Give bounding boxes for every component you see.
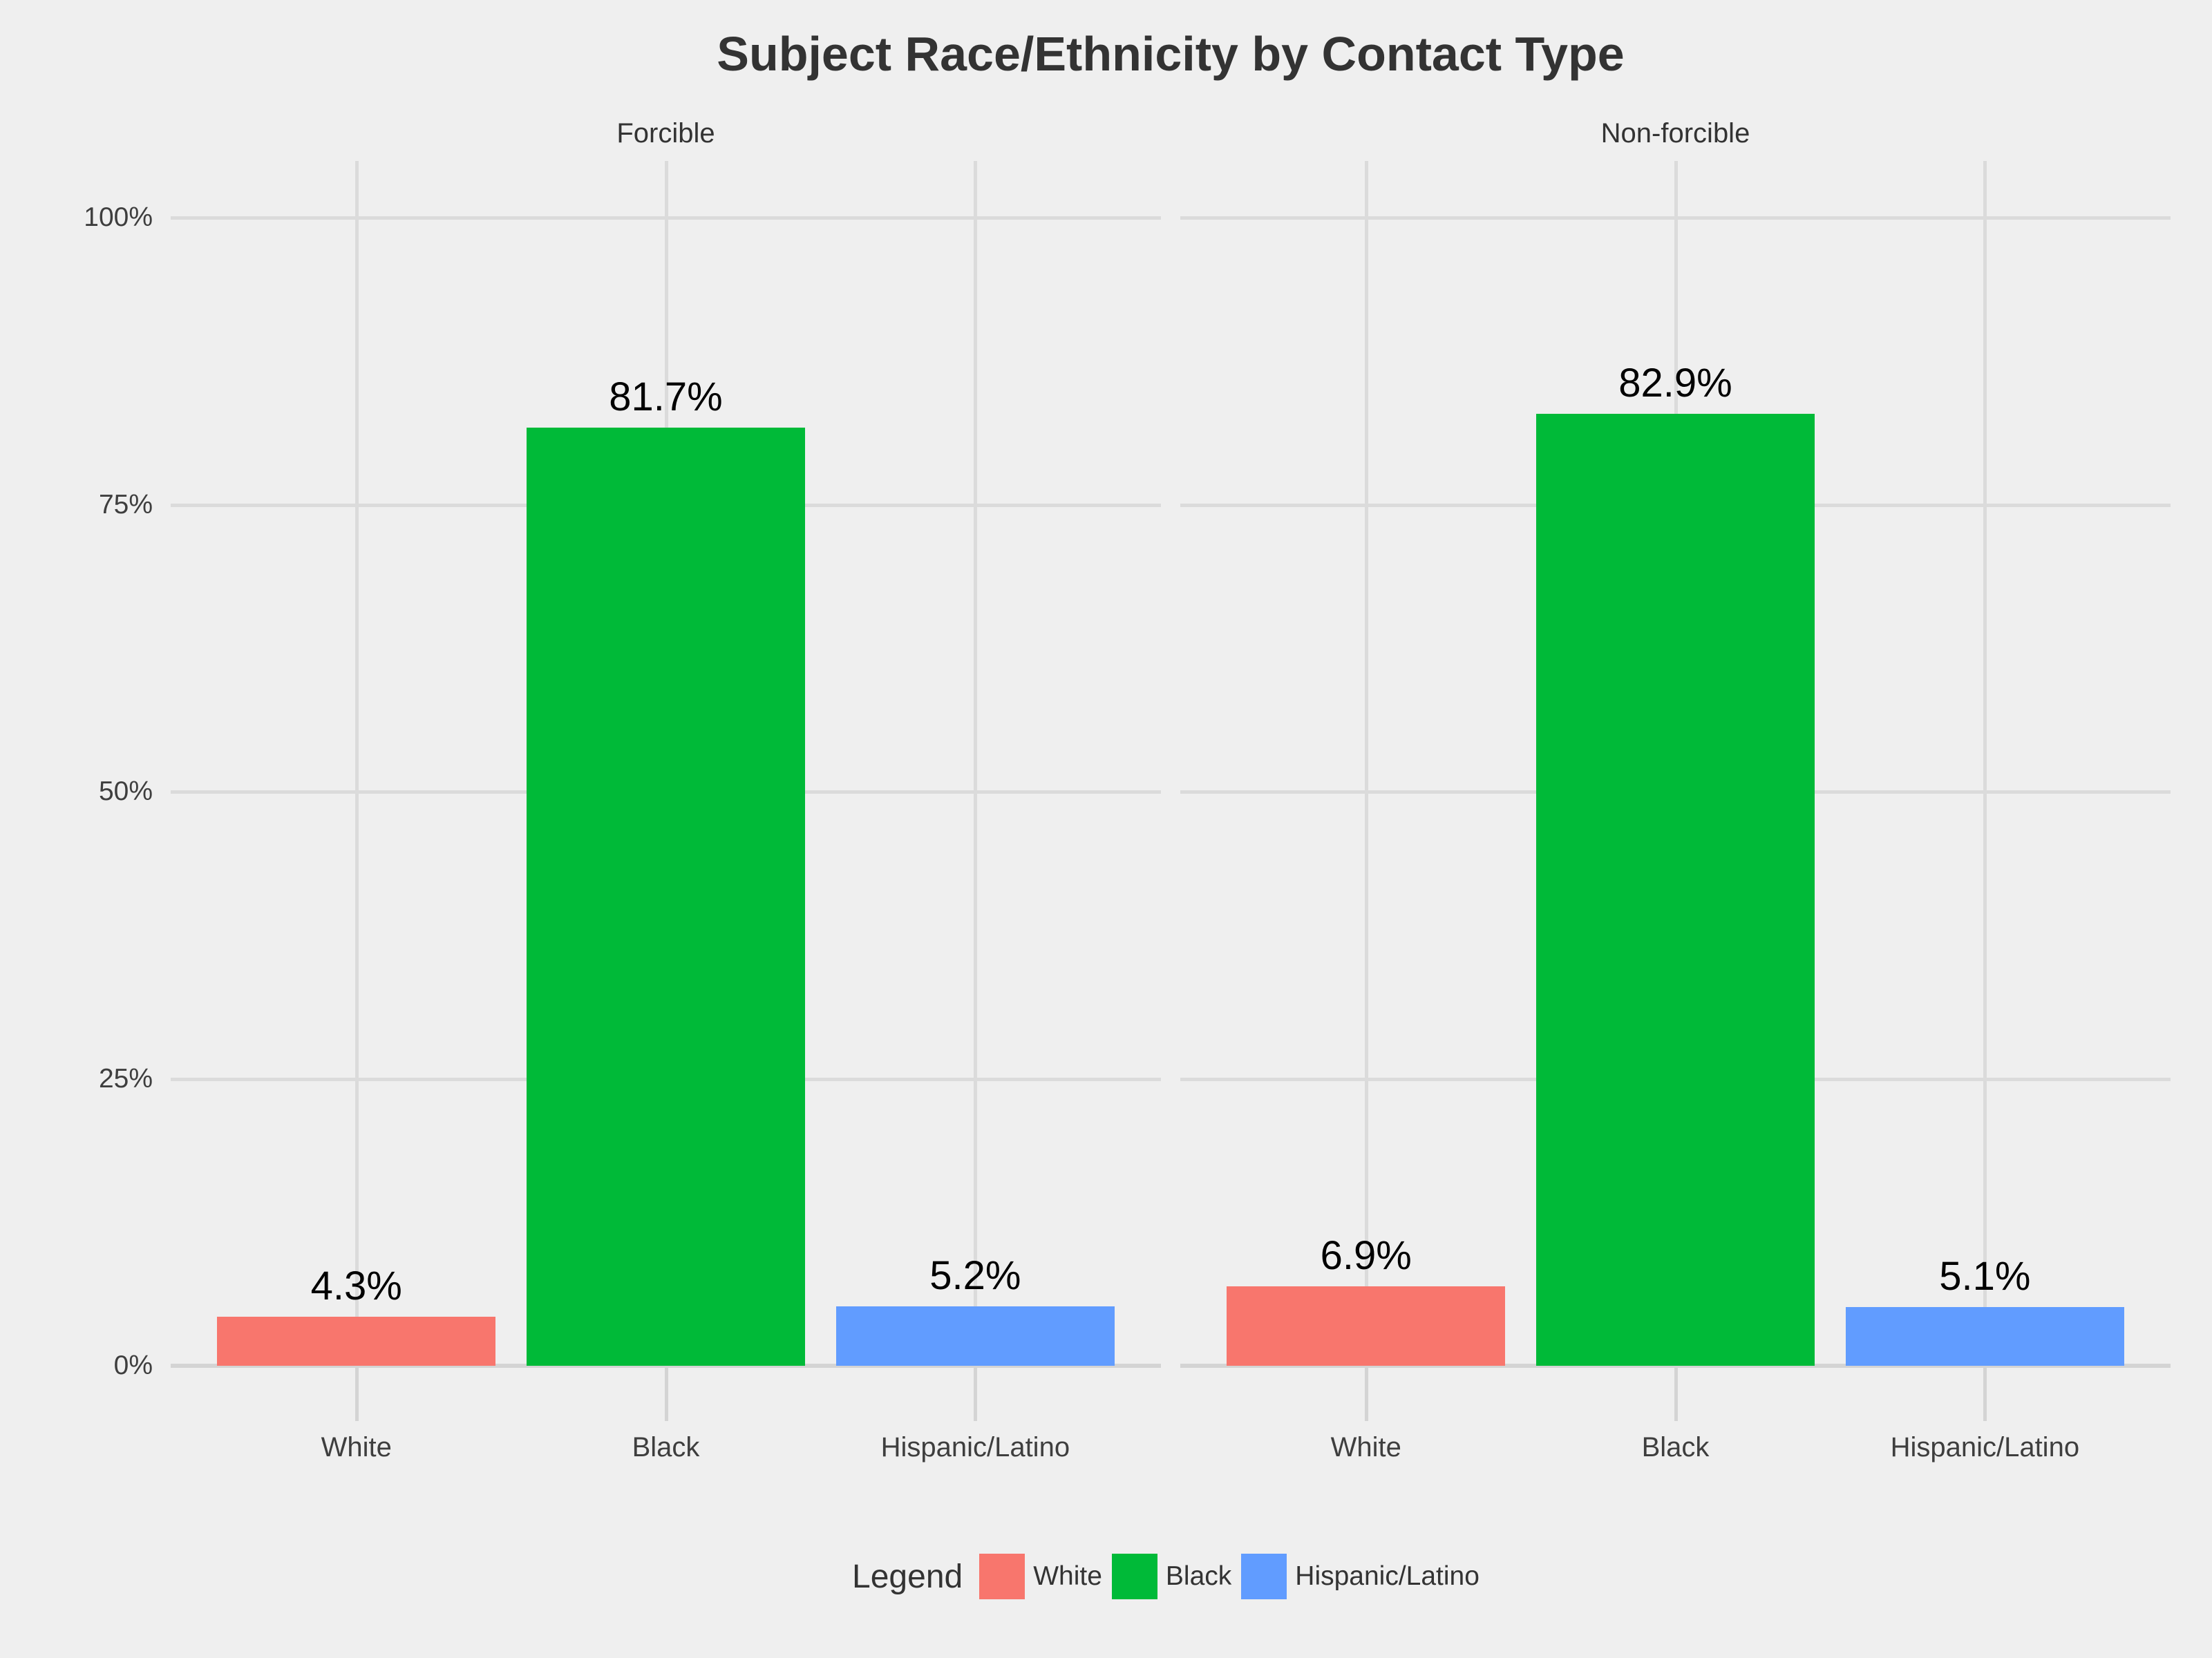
bar-value-label: 81.7%: [609, 374, 723, 420]
bar-value-label: 5.1%: [1939, 1254, 2031, 1299]
bar-black: [1535, 414, 1815, 1366]
bar-value-label: 5.2%: [929, 1252, 1021, 1298]
x-tick-mark: [1674, 1366, 1678, 1421]
category-label-white: White: [321, 1432, 392, 1462]
legend-item-label: Hispanic/Latino: [1295, 1561, 1480, 1591]
x-tick-mark: [1983, 1366, 1987, 1421]
gridline-v-white: [1364, 161, 1368, 1366]
legend-item-label: White: [1033, 1561, 1102, 1591]
facet-label-forcible: Forcible: [616, 118, 715, 149]
x-tick-mark: [1364, 1366, 1368, 1421]
legend-item-black: Black: [1111, 1554, 1232, 1599]
x-tick-mark: [974, 1366, 978, 1421]
y-tick-label: 50%: [98, 776, 153, 806]
bar-value-label: 6.9%: [1320, 1233, 1412, 1279]
bar-black: [526, 428, 806, 1366]
facet-label-non-forcible: Non-forcible: [1600, 118, 1750, 149]
category-label-black: Black: [632, 1432, 700, 1462]
x-tick-mark: [355, 1366, 359, 1421]
gridline-v-hispanic/latino: [1983, 161, 1987, 1366]
bar-value-label: 82.9%: [1618, 361, 1732, 406]
chart-title: Subject Race/Ethnicity by Contact Type: [717, 27, 1625, 81]
facet-panel-forcible: 4.3% 81.7% 5.2%: [171, 161, 1161, 1421]
x-axis-line: [1180, 1364, 2171, 1368]
bar-white: [1227, 1286, 1506, 1366]
legend: Legend White Black Hispanic/Latino: [171, 1542, 2171, 1611]
category-label-hispanic/latino: Hispanic/Latino: [1890, 1432, 2080, 1462]
category-label-black: Black: [1641, 1432, 1710, 1462]
category-label-white: White: [1330, 1432, 1401, 1462]
legend-swatch-hispanic/latino: [1241, 1554, 1287, 1599]
legend-title: Legend: [852, 1558, 963, 1595]
legend-item-white: White: [979, 1554, 1102, 1599]
legend-items: White Black Hispanic/Latino: [979, 1554, 1489, 1599]
bar-white: [217, 1316, 496, 1366]
x-axis-line: [171, 1364, 1161, 1368]
legend-item-label: Black: [1165, 1561, 1232, 1591]
y-tick-label: 0%: [113, 1351, 153, 1380]
bar-hispanic/latino: [1845, 1307, 2124, 1366]
facet-panel-non-forcible: 6.9% 82.9% 5.1%: [1180, 161, 2171, 1421]
y-tick-label: 100%: [84, 202, 153, 232]
gridline-v-white: [355, 161, 359, 1366]
gridline-v-hispanic/latino: [974, 161, 978, 1366]
bar-value-label: 4.3%: [310, 1263, 402, 1308]
legend-swatch-black: [1111, 1554, 1157, 1599]
y-tick-label: 25%: [98, 1063, 153, 1094]
legend-item-hispanic/latino: Hispanic/Latino: [1241, 1554, 1480, 1599]
bar-hispanic/latino: [835, 1306, 1115, 1366]
x-tick-mark: [664, 1366, 668, 1421]
category-label-hispanic/latino: Hispanic/Latino: [880, 1432, 1070, 1462]
legend-swatch-white: [979, 1554, 1025, 1599]
y-tick-label: 75%: [98, 489, 153, 520]
